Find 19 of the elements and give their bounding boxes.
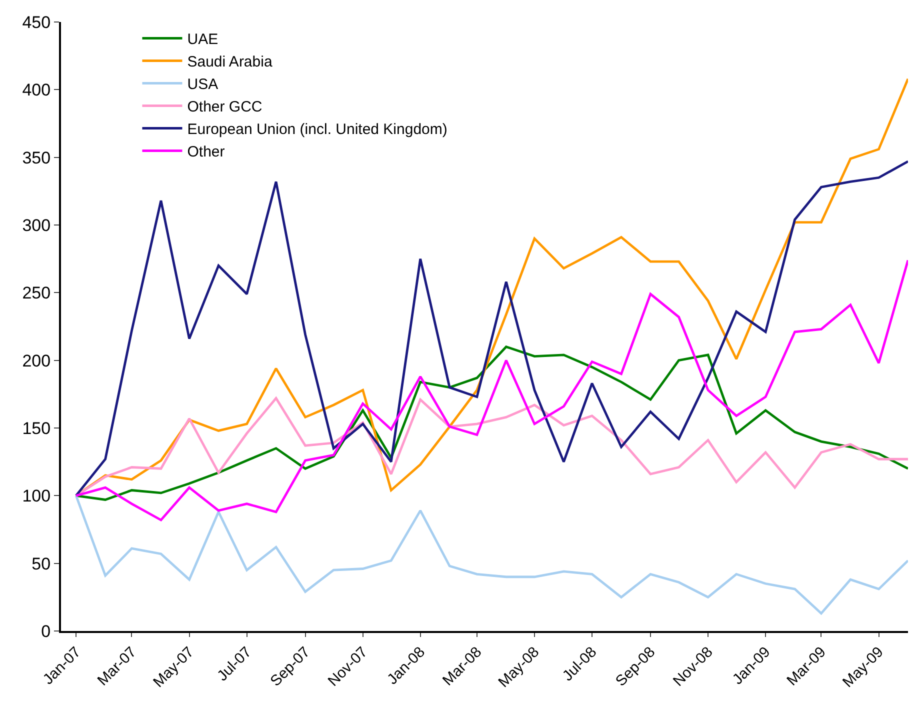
y-tick-label: 250 [22, 284, 51, 303]
legend-label: Saudi Arabia [187, 54, 273, 71]
y-tick-label: 50 [32, 554, 51, 574]
y-tick-label: 200 [22, 351, 51, 370]
y-tick-label: 0 [41, 622, 51, 641]
y-tick-label: 150 [22, 418, 51, 438]
line-series [74, 494, 908, 615]
line-series [74, 258, 908, 522]
legend-label: Other GCC [187, 98, 262, 116]
legend-label: Other [187, 144, 225, 161]
y-tick-label: 400 [22, 80, 51, 100]
legend-label: European Union (incl. United Kingdom) [187, 121, 448, 138]
y-tick-label: 300 [22, 216, 51, 235]
y-tick-label: 450 [22, 12, 51, 32]
legend-label: USA [187, 76, 218, 94]
line-series [74, 160, 908, 497]
legend-label: UAE [187, 31, 218, 48]
y-tick-label: 100 [22, 486, 51, 506]
y-tick-label: 350 [22, 148, 51, 168]
